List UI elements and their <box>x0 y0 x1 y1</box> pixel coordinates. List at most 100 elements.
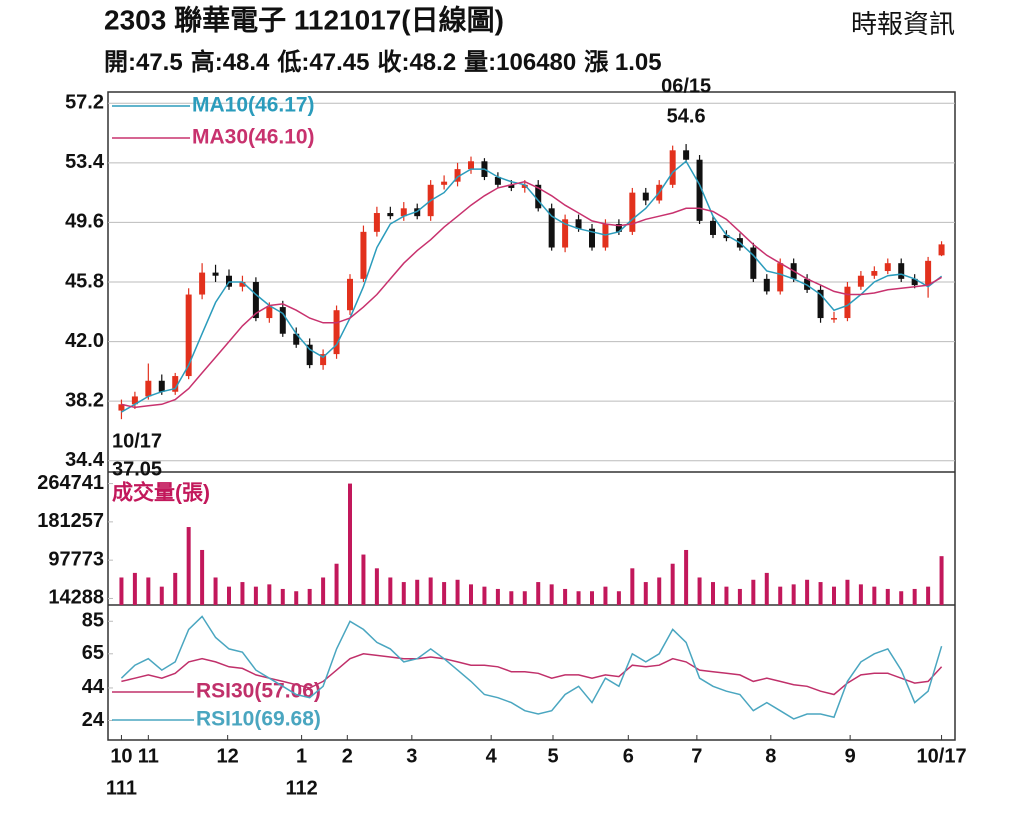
quote-item: 開:47.5 <box>104 49 183 76</box>
candle-body <box>642 192 649 201</box>
volume-bar <box>132 572 137 605</box>
candle-body <box>723 234 730 239</box>
annotation-date: 10/17 <box>112 430 162 452</box>
line <box>121 160 943 413</box>
candle-body <box>360 231 367 279</box>
quote-item: 漲 1.05 <box>584 49 661 76</box>
volume-bar <box>442 582 447 605</box>
x-tick-label: 1 <box>296 745 307 767</box>
volume-bar <box>321 577 326 605</box>
candle-body <box>696 159 703 221</box>
x-tick-label: 8 <box>765 745 776 767</box>
annotation-value: 54.6 <box>667 105 706 127</box>
y-tick-label: 45.8 <box>65 270 104 292</box>
x-tick-label: 10 <box>110 745 132 767</box>
volume-bar <box>200 549 205 605</box>
volume-bar <box>858 584 863 605</box>
candle-body <box>118 404 125 411</box>
y-tick-label: 264741 <box>37 472 104 494</box>
volume-bar <box>643 582 648 605</box>
volume-bar <box>159 586 164 605</box>
volume-bar <box>590 591 594 605</box>
volume-bar <box>805 579 810 605</box>
volume-bar <box>724 586 729 605</box>
candle-body <box>199 272 206 295</box>
x-tick-label: 6 <box>623 745 634 767</box>
line <box>121 653 943 696</box>
y-tick-label: 14288 <box>48 587 104 609</box>
volume-bar <box>764 572 769 605</box>
candle-body <box>441 181 448 185</box>
candle-body <box>615 223 622 232</box>
volume-bar <box>374 568 379 605</box>
candle-body <box>252 282 259 319</box>
x-tick-label: 3 <box>406 745 417 767</box>
volume-bar <box>563 588 568 605</box>
candle-body <box>226 275 232 287</box>
volume-bar <box>576 591 581 605</box>
candle-body <box>320 354 327 366</box>
candle-body <box>871 271 878 276</box>
y-tick-label: 181257 <box>37 510 104 532</box>
y-tick-label: 38.2 <box>65 389 104 411</box>
x-tick-label: 2 <box>342 745 353 767</box>
candle-body <box>468 161 474 170</box>
volume-bar <box>388 577 393 605</box>
legend-label: RSI30(57.06) <box>196 680 321 703</box>
candle-body <box>494 176 501 185</box>
candle-body <box>521 184 528 188</box>
candle-body <box>911 278 918 286</box>
volume-bar <box>778 586 783 605</box>
candle-body <box>145 380 152 397</box>
candle-body <box>172 376 179 392</box>
x-tick-label: 7 <box>691 745 702 767</box>
annotation-date: 06/15 <box>661 75 711 97</box>
volume-bar <box>294 591 299 605</box>
volume-bar <box>670 563 675 605</box>
volume-bar <box>119 577 124 605</box>
volume-bar <box>872 586 877 605</box>
x-tick-label: 12 <box>217 745 239 767</box>
volume-bar <box>522 591 527 605</box>
volume-bar <box>697 577 702 605</box>
y-tick-label: 85 <box>82 610 104 632</box>
volume-bar <box>711 582 715 605</box>
y-tick-label: 34.4 <box>65 449 105 471</box>
volume-bar <box>616 591 621 605</box>
line <box>121 180 942 409</box>
volume-bar <box>267 584 272 605</box>
candle-body <box>347 278 353 311</box>
volume-bar <box>939 556 944 605</box>
volume-bar <box>845 579 850 605</box>
candle-body <box>884 263 891 272</box>
quote-item: 收:48.2 <box>377 49 456 76</box>
candle-body <box>562 219 569 248</box>
volume-bar <box>227 586 231 605</box>
volume-bar <box>280 588 285 605</box>
volume-bar <box>832 586 836 605</box>
x-tick-label: 11 <box>138 745 159 767</box>
candle-body <box>239 282 246 287</box>
panel-title: 成交量(張) <box>112 481 210 505</box>
candle-body <box>589 228 595 248</box>
volume-bar <box>469 584 473 605</box>
volume-bar <box>348 483 352 605</box>
candle-body <box>131 396 138 405</box>
candle-body <box>763 278 770 292</box>
candle-body <box>898 263 905 279</box>
volume-bar <box>415 579 420 605</box>
candle-body <box>857 275 864 287</box>
y-tick-label: 57.2 <box>65 92 104 114</box>
candle-body <box>508 184 515 188</box>
volume-bar <box>361 554 366 605</box>
candle-body <box>333 310 340 355</box>
volume-bar <box>899 591 904 605</box>
y-tick-label: 42.0 <box>65 330 104 352</box>
volume-bar <box>495 588 500 605</box>
y-tick-label: 53.4 <box>65 151 105 173</box>
candle-body <box>817 289 824 319</box>
volume-bar <box>455 579 460 605</box>
volume-bar <box>737 588 742 605</box>
quote-item: 低:47.45 <box>276 49 369 76</box>
